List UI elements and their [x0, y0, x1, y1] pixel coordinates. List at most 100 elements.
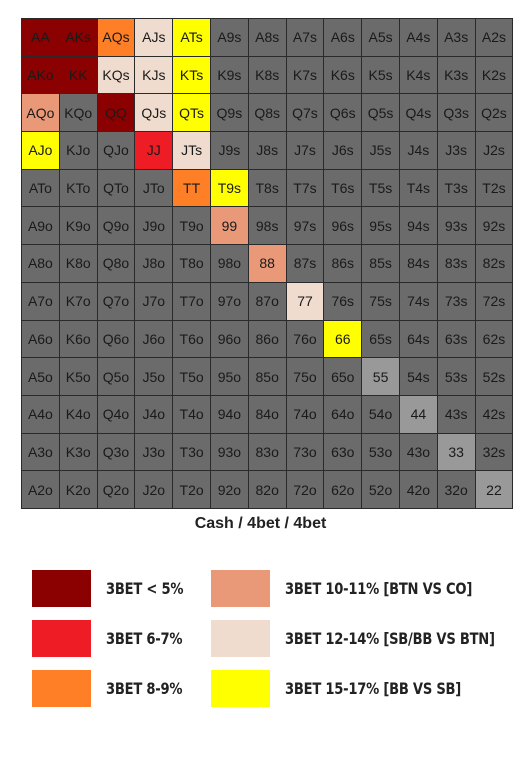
hand-cell: Q2s	[475, 94, 514, 133]
hand-cell: AQs	[97, 19, 136, 57]
hand-cell: T2s	[475, 169, 514, 208]
hand-cell: Q6s	[324, 94, 363, 133]
hand-cell: 93o	[210, 433, 249, 472]
hand-cell: AJo	[22, 132, 60, 170]
hand-cell: 92s	[475, 207, 514, 246]
hand-cell: A4o	[22, 395, 60, 434]
hand-cell: K4s	[399, 56, 438, 95]
hand-cell: JTs	[173, 132, 211, 170]
hand-cell: 62s	[475, 320, 514, 359]
hand-cell: 75o	[286, 358, 325, 396]
hand-cell: Q8s	[248, 94, 287, 133]
hand-range-grid: AA AKs AQs AJs ATs A9s A8s A7s A6s A5s A4s A3s A2s AK…	[21, 18, 514, 509]
hand-cell: 72s	[475, 282, 514, 321]
hand-cell: 65o	[324, 358, 363, 396]
hand-cell: 95s	[362, 207, 400, 246]
hand-cell: 82s	[475, 245, 514, 283]
hand-cell: T7s	[286, 169, 325, 208]
legend-item-3bet-10-11: 3BET 10-11% [BTN VS CO]	[211, 570, 513, 607]
hand-cell: T8o	[173, 245, 211, 283]
hand-cell: 53s	[437, 358, 476, 396]
legend-swatch	[211, 620, 270, 657]
hand-cell: KQs	[97, 56, 136, 95]
hand-cell: 94o	[210, 395, 249, 434]
hand-cell: J6s	[324, 132, 363, 170]
hand-cell: 86s	[324, 245, 363, 283]
legend-item-3bet-6-7: 3BET 6-7%	[32, 620, 199, 657]
hand-cell: K5s	[362, 56, 400, 95]
hand-cell: K3s	[437, 56, 476, 95]
hand-cell: T6o	[173, 320, 211, 359]
hand-cell: KK	[59, 56, 98, 95]
hand-cell: 83o	[248, 433, 287, 472]
hand-cell: 98o	[210, 245, 249, 283]
hand-cell: 66	[324, 320, 363, 359]
hand-cell: 64o	[324, 395, 363, 434]
hand-cell: J5o	[135, 358, 174, 396]
hand-cell: Q3s	[437, 94, 476, 133]
legend-item-3bet-12-14: 3BET 12-14% [SB/BB VS BTN]	[211, 620, 521, 657]
hand-cell: T9o	[173, 207, 211, 246]
legend-label: 3BET 10-11% [BTN VS CO]	[285, 579, 473, 598]
hand-cell: T6s	[324, 169, 363, 208]
hand-cell: K6o	[59, 320, 98, 359]
hand-cell: 63s	[437, 320, 476, 359]
hand-cell: 65s	[362, 320, 400, 359]
hand-cell: 54s	[399, 358, 438, 396]
hand-cell: Q7o	[97, 282, 136, 321]
hand-cell: QJs	[135, 94, 174, 133]
hand-cell: A6s	[324, 19, 363, 57]
hand-cell: 55	[362, 358, 400, 396]
legend-swatch	[32, 620, 91, 657]
hand-cell: J9s	[210, 132, 249, 170]
hand-cell: 74o	[286, 395, 325, 434]
hand-cell: KJo	[59, 132, 98, 170]
hand-cell: 86o	[248, 320, 287, 359]
hand-cell: 76s	[324, 282, 363, 321]
hand-cell: K6s	[324, 56, 363, 95]
hand-cell: T4o	[173, 395, 211, 434]
hand-cell: KTs	[173, 56, 211, 95]
hand-cell: A2o	[22, 471, 60, 509]
hand-cell: A4s	[399, 19, 438, 57]
hand-cell: TT	[173, 169, 211, 208]
hand-cell: K8s	[248, 56, 287, 95]
hand-cell: 99	[210, 207, 249, 246]
legend-swatch	[32, 570, 91, 607]
hand-cell: J3o	[135, 433, 174, 472]
hand-cell: 53o	[362, 433, 400, 472]
hand-cell: A9s	[210, 19, 249, 57]
hand-cell: 73s	[437, 282, 476, 321]
hand-cell: 74s	[399, 282, 438, 321]
hand-cell: J3s	[437, 132, 476, 170]
legend-label: 3BET < 5%	[106, 579, 184, 598]
hand-cell: AA	[22, 19, 60, 57]
hand-cell: Q5o	[97, 358, 136, 396]
hand-cell: J6o	[135, 320, 174, 359]
hand-cell: T9s	[210, 169, 249, 208]
hand-cell: AKo	[22, 56, 60, 95]
hand-cell: 54o	[362, 395, 400, 434]
hand-cell: 63o	[324, 433, 363, 472]
legend-item-3bet-under-5: 3BET < 5%	[32, 570, 200, 607]
hand-cell: A3o	[22, 433, 60, 472]
hand-cell: QTo	[97, 169, 136, 208]
legend-label: 3BET 8-9%	[106, 679, 183, 698]
hand-cell: A8o	[22, 245, 60, 283]
hand-cell: Q7s	[286, 94, 325, 133]
hand-cell: QTs	[173, 94, 211, 133]
hand-cell: K4o	[59, 395, 98, 434]
hand-cell: 75s	[362, 282, 400, 321]
hand-cell: Q2o	[97, 471, 136, 509]
hand-cell: 44	[399, 395, 438, 434]
hand-cell: K7s	[286, 56, 325, 95]
hand-cell: 43s	[437, 395, 476, 434]
hand-cell: K2o	[59, 471, 98, 509]
hand-cell: 62o	[324, 471, 363, 509]
hand-cell: 87s	[286, 245, 325, 283]
hand-cell: 73o	[286, 433, 325, 472]
hand-cell: 42s	[475, 395, 514, 434]
hand-cell: K2s	[475, 56, 514, 95]
hand-cell: 52s	[475, 358, 514, 396]
hand-cell: Q4s	[399, 94, 438, 133]
